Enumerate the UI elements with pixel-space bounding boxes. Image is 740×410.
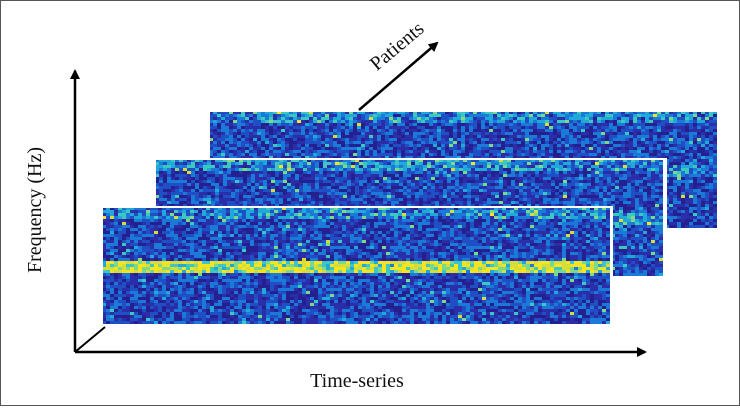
patients-axis-label: Patients	[366, 17, 429, 75]
spectrogram-front-cells	[102, 207, 610, 324]
depth-axis-base-line	[75, 327, 105, 352]
frequency-axis-label: Frequency (Hz)	[24, 147, 46, 273]
time-axis-label: Time-series	[310, 370, 404, 392]
spectrogram-panel-front	[102, 207, 612, 325]
